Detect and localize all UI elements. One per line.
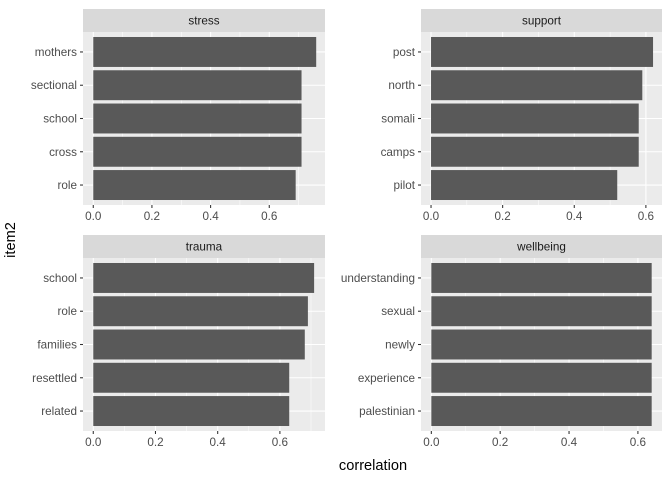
y-tick-label: resettled [32, 372, 77, 385]
x-tick-label: 0.2 [495, 210, 511, 223]
bar-newly [431, 329, 652, 360]
x-tick-label: 0.6 [638, 210, 654, 223]
bar-school [93, 103, 302, 134]
x-tick-label: 0.4 [210, 436, 227, 449]
x-tick-label: 0.2 [147, 436, 163, 449]
x-tick-label: 0.6 [630, 436, 646, 449]
y-tick-label: role [58, 179, 78, 192]
y-tick-label: somali [381, 113, 415, 126]
y-tick-label: families [37, 339, 77, 352]
bar-role [93, 170, 296, 201]
y-tick-label: experience [358, 372, 415, 385]
y-axis-title: item2 [3, 222, 19, 258]
bar-cross [93, 136, 302, 167]
y-tick-label: school [43, 272, 77, 285]
bar-resettled [93, 362, 290, 393]
bar-camps [431, 136, 639, 167]
x-tick-label: 0.2 [492, 436, 508, 449]
facet-strip [421, 9, 662, 32]
y-tick-label: school [43, 113, 77, 126]
x-tick-label: 0.0 [423, 436, 440, 449]
bar-related [93, 396, 290, 427]
x-axis-title: correlation [339, 458, 407, 474]
bar-sectional [93, 70, 302, 101]
facet-strip [83, 9, 325, 32]
x-tick-label: 0.0 [85, 436, 102, 449]
bar-pilot [431, 170, 618, 201]
x-tick-label: 0.0 [423, 210, 440, 223]
facet-strip-label: stress [188, 15, 219, 28]
y-tick-label: sexual [381, 305, 415, 318]
facet-strip [421, 235, 662, 258]
y-tick-label: pilot [394, 179, 416, 192]
bar-somali [431, 103, 639, 134]
y-tick-label: cross [49, 146, 77, 159]
x-tick-label: 0.6 [272, 436, 288, 449]
facet-strip-label: wellbeing [516, 241, 566, 254]
y-tick-label: sectional [31, 79, 77, 92]
bar-role [93, 296, 308, 327]
bar-post [431, 36, 654, 67]
bar-school [93, 262, 315, 293]
y-tick-label: newly [385, 339, 415, 352]
bar-experience [431, 362, 652, 393]
facet-strip-label: support [522, 15, 562, 28]
x-tick-label: 0.2 [144, 210, 160, 223]
y-tick-label: palestinian [359, 405, 415, 418]
bar-sexual [431, 296, 652, 327]
bar-north [431, 70, 643, 101]
facet-strip [83, 235, 325, 258]
x-tick-label: 0.4 [566, 210, 583, 223]
bar-palestinian [431, 396, 652, 427]
facet-panel-wellbeing: wellbeing understanding sexual newly experie… [341, 235, 662, 449]
bar-mothers [93, 36, 317, 67]
y-tick-label: related [41, 405, 77, 418]
facet-panel-support: support post north somali camps pilot 0.0 0.2 0.… [381, 9, 662, 223]
facet-strip-label: trauma [186, 241, 223, 254]
y-tick-label: camps [381, 146, 416, 159]
x-tick-label: 0.6 [261, 210, 277, 223]
facet-panel-stress: stress mothers sectional school cross role 0.0… [31, 9, 325, 223]
bar-families [93, 329, 305, 360]
y-tick-label: understanding [341, 272, 415, 285]
x-tick-label: 0.4 [561, 436, 578, 449]
bar-understanding [431, 262, 652, 293]
y-tick-label: role [58, 305, 78, 318]
x-tick-label: 0.4 [202, 210, 219, 223]
y-tick-label: north [388, 79, 415, 92]
facet-panel-trauma: trauma school role families resettled related… [32, 235, 325, 449]
y-tick-label: post [393, 46, 416, 59]
x-tick-label: 0.0 [85, 210, 102, 223]
y-tick-label: mothers [35, 46, 77, 59]
